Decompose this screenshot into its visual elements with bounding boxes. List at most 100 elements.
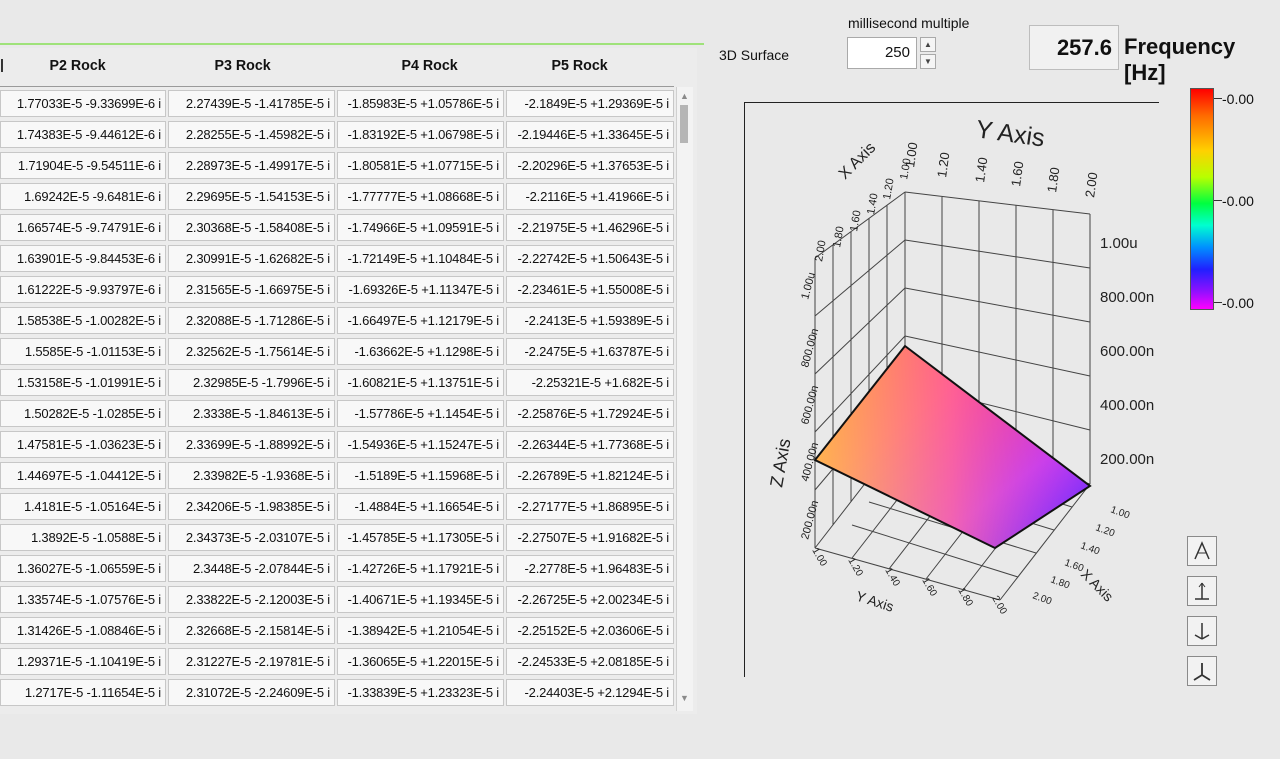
scroll-up-arrow-icon[interactable]: ▲ bbox=[680, 91, 689, 101]
table-cell[interactable]: 2.3338E-5 -1.84613E-5 i bbox=[168, 400, 335, 427]
table-cell[interactable]: -1.80581E-5 +1.07715E-5 i bbox=[337, 152, 504, 179]
table-cell[interactable]: -1.74966E-5 +1.09591E-5 i bbox=[337, 214, 504, 241]
table-cell[interactable]: -2.27177E-5 +1.86895E-5 i bbox=[506, 493, 674, 520]
table-cell[interactable]: -2.26344E-5 +1.77368E-5 i bbox=[506, 431, 674, 458]
table-cell[interactable]: -1.4884E-5 +1.16654E-5 i bbox=[337, 493, 504, 520]
z-right-tick: 800.00n bbox=[1100, 289, 1154, 306]
table-cell[interactable]: -2.26725E-5 +2.00234E-5 i bbox=[506, 586, 674, 613]
increment-down-icon[interactable]: ▼ bbox=[920, 54, 936, 69]
table-cell[interactable]: -1.5189E-5 +1.15968E-5 i bbox=[337, 462, 504, 489]
table-cell[interactable]: 2.3448E-5 -2.07844E-5 i bbox=[168, 555, 335, 582]
millisecond-multiple-input[interactable]: 250 bbox=[847, 37, 917, 69]
3d-surface-graph[interactable]: Y Axis X Axis Z Axis X Axis Y Axis 1.00 … bbox=[745, 103, 1155, 678]
table-cell[interactable]: 2.31565E-5 -1.66975E-5 i bbox=[168, 276, 335, 303]
graph-tool-rotate-icon[interactable] bbox=[1187, 576, 1217, 606]
vertical-scrollbar[interactable]: ▲ ▼ bbox=[676, 87, 693, 711]
table-cell[interactable]: -2.19446E-5 +1.33645E-5 i bbox=[506, 121, 674, 148]
table-cell[interactable]: -2.25152E-5 +2.03606E-5 i bbox=[506, 617, 674, 644]
table-cell[interactable]: 2.30991E-5 -1.62682E-5 i bbox=[168, 245, 335, 272]
graph-tool-pan-icon[interactable] bbox=[1187, 616, 1217, 646]
table-cell[interactable]: 2.33822E-5 -2.12003E-5 i bbox=[168, 586, 335, 613]
table-cell[interactable]: 2.29695E-5 -1.54153E-5 i bbox=[168, 183, 335, 210]
table-cell[interactable]: 1.61222E-5 -9.93797E-6 i bbox=[0, 276, 166, 303]
table-cell[interactable]: 1.47581E-5 -1.03623E-5 i bbox=[0, 431, 166, 458]
table-cell[interactable]: 2.30368E-5 -1.58408E-5 i bbox=[168, 214, 335, 241]
graph-tool-zoom-icon[interactable] bbox=[1187, 536, 1217, 566]
table-cell[interactable]: 1.58538E-5 -1.00282E-5 i bbox=[0, 307, 166, 334]
table-cell[interactable]: -1.69326E-5 +1.11347E-5 i bbox=[337, 276, 504, 303]
table-cell[interactable]: 2.32562E-5 -1.75614E-5 i bbox=[168, 338, 335, 365]
table-cell[interactable]: -2.25321E-5 +1.682E-5 i bbox=[506, 369, 674, 396]
table-cell[interactable]: 2.32088E-5 -1.71286E-5 i bbox=[168, 307, 335, 334]
table-cell[interactable]: 2.27439E-5 -1.41785E-5 i bbox=[168, 90, 335, 117]
table-cell[interactable]: 2.31227E-5 -2.19781E-5 i bbox=[168, 648, 335, 675]
z-right-tick: 400.00n bbox=[1100, 397, 1154, 414]
table-cell[interactable]: 1.74383E-5 -9.44612E-6 i bbox=[0, 121, 166, 148]
table-cell[interactable]: 1.5585E-5 -1.01153E-5 i bbox=[0, 338, 166, 365]
header-p5-rock[interactable]: P5 Rock bbox=[551, 57, 608, 74]
table-cell[interactable]: 1.29371E-5 -1.10419E-5 i bbox=[0, 648, 166, 675]
graph-tool-reset-icon[interactable] bbox=[1187, 656, 1217, 686]
table-cell[interactable]: 1.33574E-5 -1.07576E-5 i bbox=[0, 586, 166, 613]
table-cell[interactable]: -2.2116E-5 +1.41966E-5 i bbox=[506, 183, 674, 210]
table-cell[interactable]: -1.42726E-5 +1.17921E-5 i bbox=[337, 555, 504, 582]
header-p3-rock[interactable]: P3 Rock bbox=[214, 57, 271, 74]
table-cell[interactable]: 1.71904E-5 -9.54511E-6 i bbox=[0, 152, 166, 179]
table-cell[interactable]: -2.1849E-5 +1.29369E-5 i bbox=[506, 90, 674, 117]
table-cell[interactable]: 2.32985E-5 -1.7996E-5 i bbox=[168, 369, 335, 396]
table-cell[interactable]: -1.77777E-5 +1.08668E-5 i bbox=[337, 183, 504, 210]
table-cell[interactable]: -1.36065E-5 +1.22015E-5 i bbox=[337, 648, 504, 675]
table-cell[interactable]: 1.4181E-5 -1.05164E-5 i bbox=[0, 493, 166, 520]
table-cell[interactable]: -2.25876E-5 +1.72924E-5 i bbox=[506, 400, 674, 427]
header-p4-rock[interactable]: P4 Rock bbox=[401, 57, 458, 74]
table-cell[interactable]: -2.2778E-5 +1.96483E-5 i bbox=[506, 555, 674, 582]
table-cell[interactable]: -2.22742E-5 +1.50643E-5 i bbox=[506, 245, 674, 272]
color-scale-bar[interactable] bbox=[1190, 88, 1214, 310]
table-cell[interactable]: 1.50282E-5 -1.0285E-5 i bbox=[0, 400, 166, 427]
table-cell[interactable]: -1.60821E-5 +1.13751E-5 i bbox=[337, 369, 504, 396]
table-cell[interactable]: -1.38942E-5 +1.21054E-5 i bbox=[337, 617, 504, 644]
table-cell[interactable]: 1.63901E-5 -9.84453E-6 i bbox=[0, 245, 166, 272]
table-cell[interactable]: -1.33839E-5 +1.23323E-5 i bbox=[337, 679, 504, 706]
table-cell[interactable]: -2.2475E-5 +1.63787E-5 i bbox=[506, 338, 674, 365]
table-cell[interactable]: -1.45785E-5 +1.17305E-5 i bbox=[337, 524, 504, 551]
table-cell[interactable]: -1.40671E-5 +1.19345E-5 i bbox=[337, 586, 504, 613]
table-cell[interactable]: -2.23461E-5 +1.55008E-5 i bbox=[506, 276, 674, 303]
scroll-down-arrow-icon[interactable]: ▼ bbox=[680, 693, 689, 703]
table-cell[interactable]: -1.72149E-5 +1.10484E-5 i bbox=[337, 245, 504, 272]
table-cell[interactable]: -2.21975E-5 +1.46296E-5 i bbox=[506, 214, 674, 241]
table-cell[interactable]: -1.54936E-5 +1.15247E-5 i bbox=[337, 431, 504, 458]
table-cell[interactable]: -1.66497E-5 +1.12179E-5 i bbox=[337, 307, 504, 334]
table-cell[interactable]: 2.34373E-5 -2.03107E-5 i bbox=[168, 524, 335, 551]
table-cell[interactable]: 2.31072E-5 -2.24609E-5 i bbox=[168, 679, 335, 706]
increment-up-icon[interactable]: ▲ bbox=[920, 37, 936, 52]
table-cell[interactable]: 1.66574E-5 -9.74791E-6 i bbox=[0, 214, 166, 241]
y-top-tick: 1.60 bbox=[1008, 160, 1026, 187]
table-cell[interactable]: -1.83192E-5 +1.06798E-5 i bbox=[337, 121, 504, 148]
table-cell[interactable]: -2.27507E-5 +1.91682E-5 i bbox=[506, 524, 674, 551]
table-cell[interactable]: 2.34206E-5 -1.98385E-5 i bbox=[168, 493, 335, 520]
table-cell[interactable]: 2.28973E-5 -1.49917E-5 i bbox=[168, 152, 335, 179]
table-cell[interactable]: 2.33699E-5 -1.88992E-5 i bbox=[168, 431, 335, 458]
table-cell[interactable]: 1.44697E-5 -1.04412E-5 i bbox=[0, 462, 166, 489]
table-cell[interactable]: -1.85983E-5 +1.05786E-5 i bbox=[337, 90, 504, 117]
table-cell[interactable]: 2.32668E-5 -2.15814E-5 i bbox=[168, 617, 335, 644]
table-cell[interactable]: 1.53158E-5 -1.01991E-5 i bbox=[0, 369, 166, 396]
table-cell[interactable]: 1.36027E-5 -1.06559E-5 i bbox=[0, 555, 166, 582]
scroll-thumb[interactable] bbox=[680, 105, 688, 143]
table-cell[interactable]: 1.31426E-5 -1.08846E-5 i bbox=[0, 617, 166, 644]
table-cell[interactable]: -1.63662E-5 +1.1298E-5 i bbox=[337, 338, 504, 365]
table-cell[interactable]: -1.57786E-5 +1.1454E-5 i bbox=[337, 400, 504, 427]
table-cell[interactable]: -2.24533E-5 +2.08185E-5 i bbox=[506, 648, 674, 675]
table-cell[interactable]: -2.2413E-5 +1.59389E-5 i bbox=[506, 307, 674, 334]
table-cell[interactable]: 2.28255E-5 -1.45982E-5 i bbox=[168, 121, 335, 148]
table-cell[interactable]: 1.2717E-5 -1.11654E-5 i bbox=[0, 679, 166, 706]
table-cell[interactable]: -2.26789E-5 +1.82124E-5 i bbox=[506, 462, 674, 489]
table-cell[interactable]: 1.3892E-5 -1.0588E-5 i bbox=[0, 524, 166, 551]
table-cell[interactable]: 1.77033E-5 -9.33699E-6 i bbox=[0, 90, 166, 117]
table-cell[interactable]: -2.20296E-5 +1.37653E-5 i bbox=[506, 152, 674, 179]
table-cell[interactable]: 2.33982E-5 -1.9368E-5 i bbox=[168, 462, 335, 489]
table-cell[interactable]: 1.69242E-5 -9.6481E-6 i bbox=[0, 183, 166, 210]
header-p2-rock[interactable]: P2 Rock bbox=[49, 57, 106, 74]
table-cell[interactable]: -2.24403E-5 +2.1294E-5 i bbox=[506, 679, 674, 706]
